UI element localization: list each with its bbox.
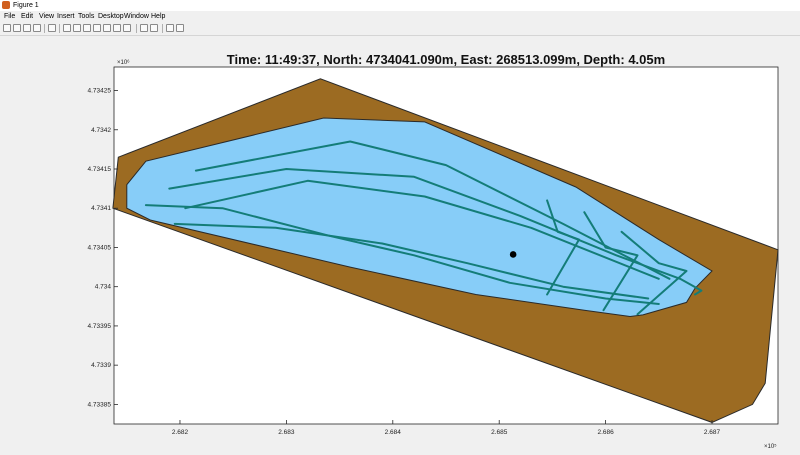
menu-desktop[interactable]: Desktop [98, 13, 124, 20]
menu-view[interactable]: View [39, 13, 55, 20]
survey-track-line [194, 140, 671, 280]
print-icon[interactable] [33, 24, 41, 32]
y-tick-label: 4.73405 [88, 244, 112, 251]
window-title: Figure 1 [13, 2, 39, 9]
x-tick-label: 2.682 [172, 429, 189, 436]
matlab-figure-icon [2, 1, 10, 9]
menu-insert[interactable]: Insert [57, 13, 75, 20]
y-axis-exponent: ×10⁶ [117, 59, 130, 66]
show-plot-tools-icon[interactable] [176, 24, 184, 32]
brush-icon[interactable] [113, 24, 121, 32]
current-position-marker [509, 251, 517, 258]
new-figure-icon[interactable] [3, 24, 11, 32]
y-tick-label: 4.7341 [91, 205, 111, 212]
survey-track-line [173, 222, 650, 300]
survey-track-line [583, 211, 639, 312]
legend-icon[interactable] [150, 24, 158, 32]
menu-edit[interactable]: Edit [21, 13, 34, 20]
x-tick-label: 2.683 [278, 429, 295, 436]
menu-tools[interactable]: Tools [78, 13, 95, 20]
x-tick-label: 2.685 [491, 429, 508, 436]
colorbar-icon[interactable] [140, 24, 148, 32]
data-layer [112, 78, 779, 423]
link-icon[interactable] [123, 24, 131, 32]
menu-window[interactable]: Window [124, 13, 149, 20]
open-file-icon[interactable] [13, 24, 21, 32]
survey-track-line [546, 199, 580, 296]
y-tick-label: 4.7339 [91, 362, 111, 369]
x-tick-label: 2.686 [597, 429, 614, 436]
data-cursor-icon[interactable] [103, 24, 111, 32]
x-tick-label: 2.687 [704, 429, 721, 436]
survey-track-line [184, 179, 660, 280]
toolbar-separator [59, 24, 60, 33]
save-icon[interactable] [23, 24, 31, 32]
survey-track-line [620, 230, 688, 316]
axis-ticks: 4.73425 4.7342 4.73415 4.7341 4.73405 4.734 4.… [88, 88, 721, 436]
toolbar-separator [136, 24, 137, 33]
y-tick-label: 4.73415 [88, 166, 112, 173]
lake-polygon [126, 117, 713, 318]
plot-title: Time: 11:49:37, North: 4734041.090m, Eas… [226, 52, 666, 67]
y-tick-label: 4.73385 [88, 401, 112, 408]
menu-help[interactable]: Help [151, 13, 166, 20]
toolbar-separator [162, 24, 163, 33]
y-tick-label: 4.73395 [88, 323, 112, 330]
pointer-icon[interactable] [48, 24, 56, 32]
x-axis-exponent: ×10⁵ [764, 443, 777, 450]
menu-file[interactable]: File [4, 13, 16, 20]
zoom-in-icon[interactable] [63, 24, 71, 32]
survey-track-line [144, 204, 660, 305]
figure-toolbar [0, 22, 800, 36]
x-tick-label: 2.684 [385, 429, 402, 436]
y-tick-label: 4.7342 [91, 127, 111, 134]
toolbar-separator [44, 24, 45, 33]
hide-plot-tools-icon[interactable] [166, 24, 174, 32]
menu-bar: File Edit View Insert Tools Desktop Wind… [0, 11, 800, 22]
y-tick-label: 4.73425 [88, 88, 112, 95]
rotate-icon[interactable] [93, 24, 101, 32]
zoom-out-icon[interactable] [73, 24, 81, 32]
pan-icon[interactable] [83, 24, 91, 32]
y-tick-label: 4.734 [95, 284, 112, 291]
